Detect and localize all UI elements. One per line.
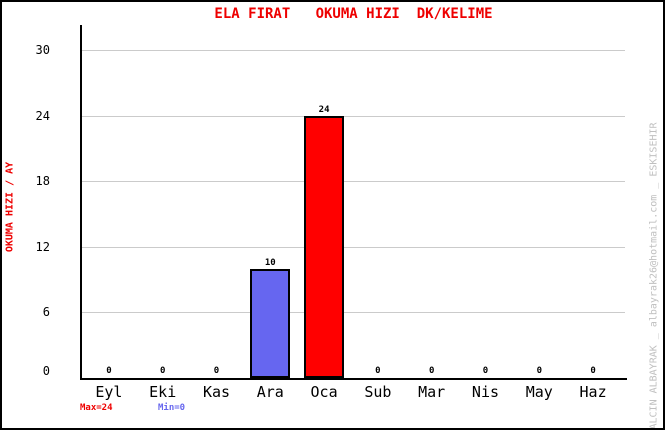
y-axis-line [80,25,82,380]
min-annotation: Min=0 [158,403,186,413]
bar-value-label: 0 [482,366,489,376]
bar-slot-Sub: 0 [351,2,405,378]
bar-slot-Nis: 0 [459,2,513,378]
x-tick-label-Ara: Ara [256,383,284,401]
bar-slot-Haz: 0 [566,2,620,378]
x-tick-label-Nis: Nis [471,383,500,401]
bar-slot-Eyl: 0 [82,2,136,378]
bar-Ara [250,269,291,378]
y-tick-label-0: 0 [42,364,50,378]
bar-value-label: 0 [375,366,381,376]
bar-slot-Kas: 0 [190,2,244,378]
y-tick-label-24: 24 [35,109,50,123]
bar-value-label: 10 [264,258,276,268]
gridline-6 [82,312,625,313]
x-axis-tick-labels: Eyl Eki Kas Ara Oca Sub Mar Nis May Haz [82,383,620,401]
bar-Oca [304,116,345,378]
gridline-30 [82,50,625,51]
bar-slot-Eki: 0 [136,2,190,378]
y-tick-label-30: 30 [35,43,50,57]
y-tick-label-6: 6 [42,305,50,319]
x-tick-label-Eki: Eki [149,383,177,401]
chart-title: ELA FIRAT OKUMA HIZI DK/KELIME [214,6,493,22]
gridline-24 [82,116,625,117]
max-annotation: Max=24 [80,403,113,413]
x-tick-label-Kas: Kas [202,383,231,401]
y-tick-label-12: 12 [35,240,50,254]
bar-value-label: 0 [536,366,542,376]
x-tick-label-Sub: Sub [364,383,392,401]
bar-value-label: 0 [428,366,435,376]
bar-value-label: 0 [106,366,112,376]
x-tick-label-Oca: Oca [310,383,338,401]
x-tick-label-May: May [525,383,553,401]
bar-slot-Mar: 0 [405,2,459,378]
bar-value-label: 24 [318,105,330,115]
gridline-12 [82,247,625,248]
bar-value-label: 0 [159,366,166,376]
bar-slot-Ara: 10 [243,2,297,378]
bar-value-label: 0 [213,366,220,376]
bar-slot-May: 0 [512,2,566,378]
bar-value-label: 0 [590,366,596,376]
bars-area: 0 0 0 10 24 0 0 0 0 0 [82,2,620,378]
y-tick-label-18: 18 [35,174,50,188]
x-axis-line [80,378,627,380]
x-tick-label-Eyl: Eyl [95,383,123,401]
watermark-text: YALCIN ALBAYRAK _ albayrak26@hotmail.com… [648,122,660,430]
x-tick-label-Mar: Mar [418,383,446,401]
gridline-18 [82,181,625,182]
bar-slot-Oca: 24 [297,2,351,378]
x-tick-label-Haz: Haz [579,383,607,401]
